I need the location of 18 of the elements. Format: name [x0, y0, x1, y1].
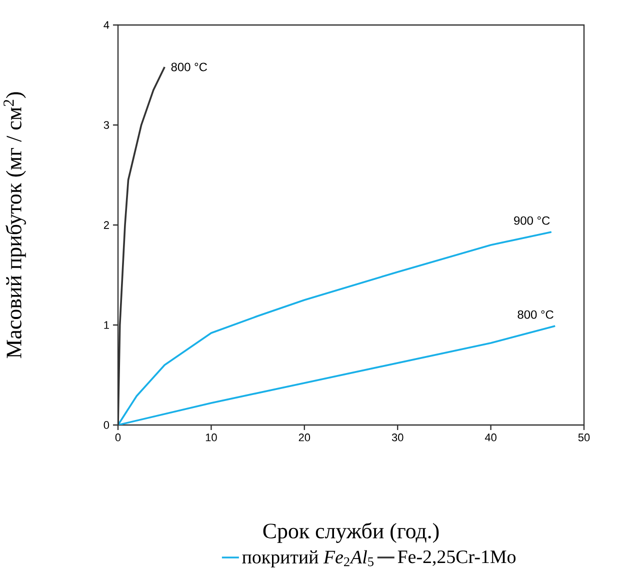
x-tick-label: 40 [484, 434, 496, 442]
legend-label: покритий Fe$_{2}$Al$_{5}$ [242, 550, 374, 568]
legend-label: Fe-2,25Cr-1Mo [398, 550, 516, 566]
y-tick-label: 0 [104, 421, 110, 429]
x-tick-label: 30 [392, 434, 404, 442]
x-tick-label: 20 [298, 434, 310, 442]
x-tick-label: 0 [115, 434, 121, 442]
y-tick-label: 3 [104, 121, 109, 129]
x-axis-title: Срок служби (год.) [263, 522, 439, 543]
y-tick-label: 4 [104, 21, 110, 29]
x-tick-label: 50 [578, 434, 590, 442]
annotation: 800 °C [171, 62, 208, 72]
y-tick-label: 1 [104, 321, 109, 329]
y-axis-title: Масовий прибуток (мг / см$^{2}$) [4, 92, 26, 358]
annotation: 800 °C [518, 310, 554, 319]
y-tick-label: 2 [104, 221, 109, 229]
x-tick-label: 10 [206, 434, 217, 442]
annotation: 900 °C [514, 216, 550, 225]
